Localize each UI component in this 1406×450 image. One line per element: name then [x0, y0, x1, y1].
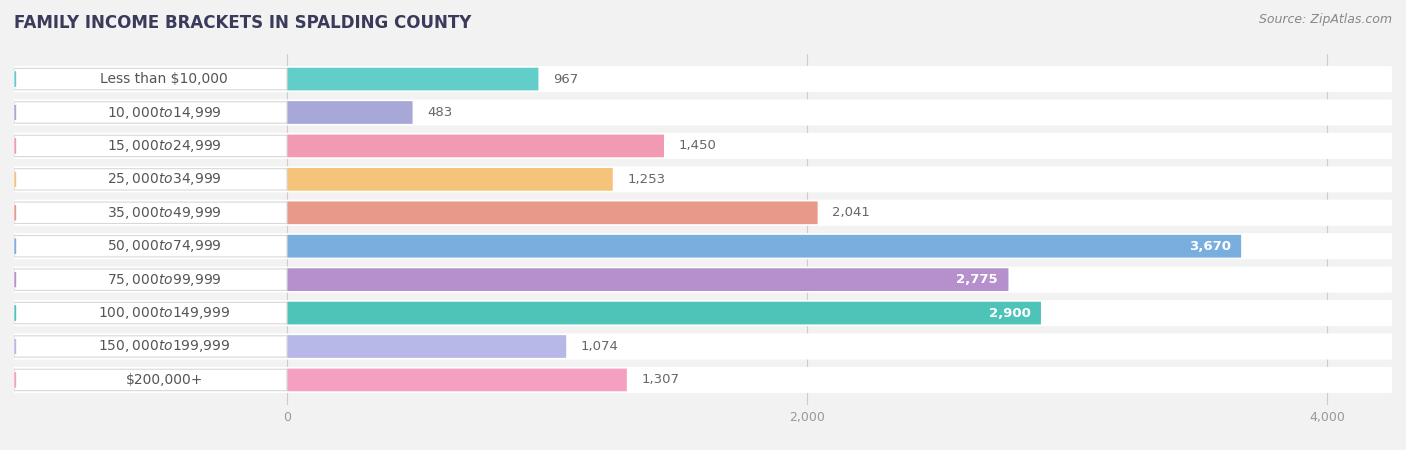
Text: 483: 483: [427, 106, 453, 119]
Text: $25,000 to $34,999: $25,000 to $34,999: [107, 171, 222, 187]
Text: Source: ZipAtlas.com: Source: ZipAtlas.com: [1258, 14, 1392, 27]
FancyBboxPatch shape: [14, 367, 1392, 393]
Text: $15,000 to $24,999: $15,000 to $24,999: [107, 138, 222, 154]
Text: 1,253: 1,253: [627, 173, 665, 186]
FancyBboxPatch shape: [14, 233, 1392, 259]
Text: 1,074: 1,074: [581, 340, 619, 353]
FancyBboxPatch shape: [14, 99, 1392, 126]
Text: 1,307: 1,307: [641, 374, 679, 387]
FancyBboxPatch shape: [287, 302, 1040, 324]
Text: $35,000 to $49,999: $35,000 to $49,999: [107, 205, 222, 221]
FancyBboxPatch shape: [14, 166, 1392, 193]
FancyBboxPatch shape: [14, 102, 287, 123]
Text: 2,775: 2,775: [956, 273, 998, 286]
Text: $200,000+: $200,000+: [125, 373, 202, 387]
FancyBboxPatch shape: [14, 269, 287, 290]
FancyBboxPatch shape: [14, 68, 287, 90]
Text: 2,041: 2,041: [832, 206, 870, 219]
FancyBboxPatch shape: [14, 333, 1392, 360]
Text: 967: 967: [553, 72, 578, 86]
Text: 2,900: 2,900: [988, 306, 1031, 320]
Text: $100,000 to $149,999: $100,000 to $149,999: [98, 305, 231, 321]
FancyBboxPatch shape: [14, 302, 287, 324]
FancyBboxPatch shape: [14, 266, 1392, 292]
FancyBboxPatch shape: [287, 335, 567, 358]
FancyBboxPatch shape: [287, 235, 1241, 257]
Text: 1,450: 1,450: [678, 140, 716, 153]
Text: Less than $10,000: Less than $10,000: [100, 72, 228, 86]
FancyBboxPatch shape: [287, 168, 613, 191]
Text: FAMILY INCOME BRACKETS IN SPALDING COUNTY: FAMILY INCOME BRACKETS IN SPALDING COUNT…: [14, 14, 471, 32]
Text: $150,000 to $199,999: $150,000 to $199,999: [98, 338, 231, 355]
FancyBboxPatch shape: [14, 169, 287, 190]
FancyBboxPatch shape: [14, 200, 1392, 226]
Text: $75,000 to $99,999: $75,000 to $99,999: [107, 272, 222, 288]
FancyBboxPatch shape: [14, 133, 1392, 159]
FancyBboxPatch shape: [287, 268, 1008, 291]
FancyBboxPatch shape: [287, 101, 412, 124]
FancyBboxPatch shape: [287, 369, 627, 392]
FancyBboxPatch shape: [14, 66, 1392, 92]
FancyBboxPatch shape: [14, 369, 287, 391]
FancyBboxPatch shape: [287, 202, 818, 224]
FancyBboxPatch shape: [14, 135, 287, 157]
Text: 3,670: 3,670: [1188, 240, 1230, 253]
FancyBboxPatch shape: [287, 135, 664, 157]
FancyBboxPatch shape: [14, 235, 287, 257]
FancyBboxPatch shape: [14, 202, 287, 224]
FancyBboxPatch shape: [14, 336, 287, 357]
FancyBboxPatch shape: [14, 300, 1392, 326]
Text: $50,000 to $74,999: $50,000 to $74,999: [107, 238, 222, 254]
Text: $10,000 to $14,999: $10,000 to $14,999: [107, 104, 222, 121]
FancyBboxPatch shape: [287, 68, 538, 90]
